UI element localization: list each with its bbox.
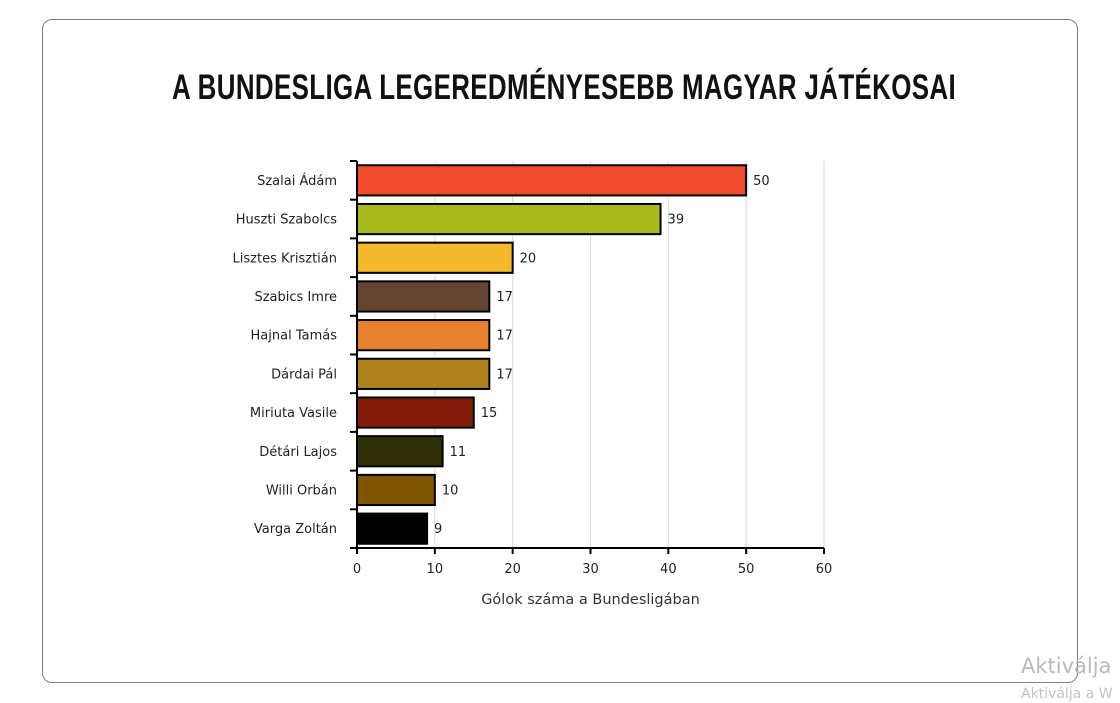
data-label-8: 10: [442, 483, 459, 498]
category-label-0: Szalai Ádám: [257, 173, 337, 189]
x-tick-label-20: 20: [504, 562, 521, 577]
category-label-3: Szabics Imre: [254, 290, 337, 305]
bar-1: [356, 202, 662, 236]
activation-watermark-line2: Aktiválja a W: [1021, 686, 1113, 702]
x-tick-label-60: 60: [816, 562, 833, 577]
data-label-5: 17: [496, 367, 513, 382]
category-label-9: Varga Zoltán: [254, 522, 337, 537]
bar-6: [356, 396, 475, 429]
bar-8: [356, 473, 436, 507]
bar-9: [356, 512, 429, 545]
bar-3: [356, 280, 491, 313]
category-label-6: Miriuta Vasile: [250, 406, 337, 421]
data-label-0: 50: [753, 174, 770, 189]
data-label-7: 11: [450, 445, 467, 460]
category-label-4: Hajnal Tamás: [251, 329, 338, 344]
bar-7: [356, 435, 444, 468]
chart-card: [42, 19, 1078, 683]
data-label-2: 20: [520, 251, 537, 266]
bar-0: [356, 164, 748, 197]
x-tick-label-0: 0: [353, 562, 361, 577]
bar-5: [356, 357, 491, 390]
category-label-5: Dárdai Pál: [271, 367, 337, 382]
data-label-3: 17: [496, 290, 513, 305]
category-label-7: Détári Lajos: [259, 445, 337, 460]
x-tick-label-40: 40: [660, 562, 677, 577]
data-label-1: 39: [668, 213, 685, 228]
bar-4: [356, 319, 491, 352]
chart-title: A BUNDESLIGA LEGEREDMÉNYESEBB MAGYAR JÁT…: [172, 68, 957, 107]
activation-watermark-line1: Aktiválja: [1021, 654, 1112, 678]
data-label-9: 9: [434, 522, 442, 537]
category-label-1: Huszti Szabolcs: [236, 213, 337, 228]
category-label-8: Willi Orbán: [266, 483, 337, 498]
bar-2: [356, 241, 514, 274]
x-tick-label-30: 30: [582, 562, 599, 577]
x-tick-label-50: 50: [738, 562, 755, 577]
data-label-4: 17: [496, 329, 513, 344]
category-label-2: Lisztes Krisztián: [233, 251, 337, 266]
x-tick-label-10: 10: [427, 562, 444, 577]
data-label-6: 15: [481, 406, 498, 421]
x-axis-title: Gólok száma a Bundesligában: [481, 592, 700, 608]
